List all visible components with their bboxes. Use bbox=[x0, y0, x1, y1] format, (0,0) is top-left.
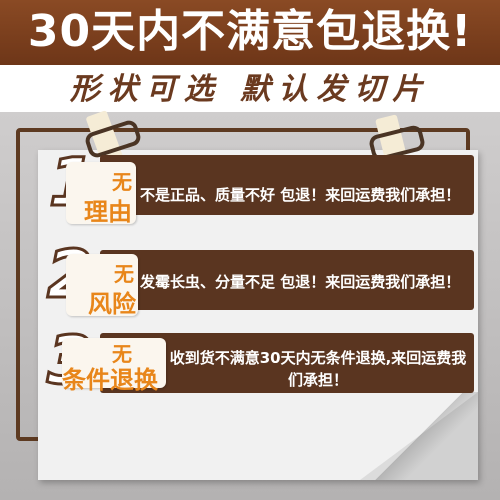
row-text-2: 发霉长虫、分量不足 包退！来回运费我们承担！ bbox=[140, 273, 461, 291]
row-badge-1: 无 理由 bbox=[66, 162, 136, 226]
row-bar-2 bbox=[100, 250, 474, 310]
row-bar-1 bbox=[100, 155, 474, 215]
row-badge-1-bottom: 理由 bbox=[84, 198, 132, 226]
page-curl bbox=[360, 392, 478, 480]
row-text-3: 收到货不满意30天内无条件退换,来回运费我们承担！ bbox=[169, 349, 467, 389]
row-badge-2-top: 无 bbox=[114, 262, 134, 286]
headline: 30天内不满意包退换! bbox=[27, 6, 473, 57]
subtitle: 形状可选 默认发切片 bbox=[69, 72, 431, 107]
row-text-1: 不是正品、质量不好 包退！来回运费我们承担！ bbox=[140, 186, 461, 204]
row-badge-3-bottom: 条件退换 bbox=[62, 366, 158, 394]
row-badge-2-bottom: 风险 bbox=[88, 290, 136, 318]
row-badge-1-top: 无 bbox=[112, 170, 132, 194]
row-badge-2: 无 风险 bbox=[66, 254, 138, 318]
row-badge-3-top: 无 bbox=[112, 342, 132, 366]
page-curl-shadow bbox=[360, 392, 478, 480]
top-banner bbox=[0, 0, 500, 65]
row-badge-3: 无 条件退换 bbox=[62, 338, 166, 394]
